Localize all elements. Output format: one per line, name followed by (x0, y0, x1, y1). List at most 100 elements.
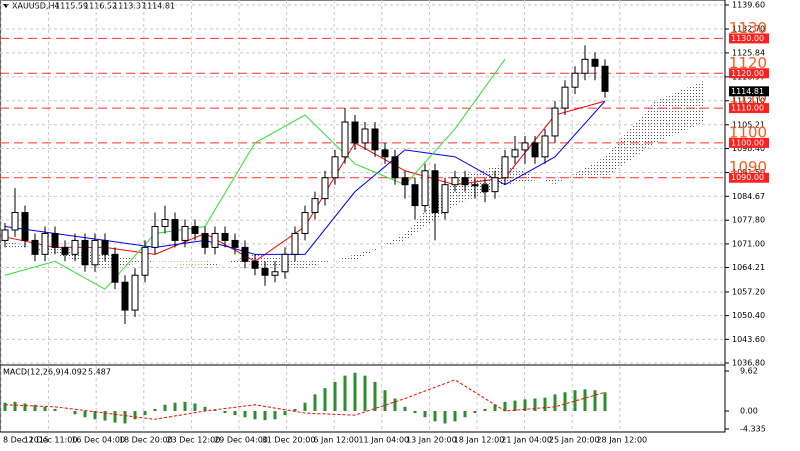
x-tick-label: 28 Jan 12:00 (596, 436, 647, 445)
macd-bar (213, 409, 217, 411)
candle-body (581, 58, 589, 74)
x-tick-label: 6 Jan 12:00 (313, 436, 359, 445)
macd-bar (103, 410, 107, 421)
macd-bar (73, 410, 77, 415)
x-tick-label: 18 Dec 20:00 (119, 436, 173, 445)
candle-body (471, 184, 479, 187)
macd-bar (93, 410, 97, 420)
x-tick-label: 31 Dec 20:00 (262, 436, 316, 445)
ichimoku-cloud (655, 80, 705, 143)
macd-bar (13, 401, 17, 411)
y-tick-label: 1043.60 (732, 335, 765, 344)
level-box-label: 1130.00 (731, 34, 764, 43)
macd-bar (353, 372, 357, 411)
macd-bar (3, 402, 7, 411)
macd-bar (533, 398, 537, 411)
macd-tick-label: -4.335 (740, 425, 766, 434)
level-box (729, 103, 769, 114)
x-tick-label: 23 Dec 12:00 (166, 436, 220, 445)
candle-body (231, 239, 239, 248)
candle-body (371, 128, 379, 151)
candle-body (221, 232, 229, 241)
y-tick-label: 1132.70 (732, 25, 765, 34)
candle-body (491, 177, 499, 193)
candle-body (171, 219, 179, 241)
candle-body (161, 219, 169, 227)
macd-bar (23, 403, 27, 411)
candle-body (481, 184, 489, 193)
candle-body (331, 156, 339, 179)
macd-bar (503, 401, 507, 411)
candle-body (321, 177, 329, 200)
macd-bar (113, 410, 117, 423)
level-box-label: 1100.00 (731, 138, 764, 147)
macd-bar (513, 400, 517, 411)
level-box (729, 137, 769, 148)
candle-body (301, 212, 309, 234)
macd-bar (323, 388, 327, 411)
candle-body (201, 232, 209, 248)
macd-bar (413, 410, 417, 414)
x-tick-label: 13 Jan 20:00 (406, 436, 457, 445)
macd-bar (203, 406, 207, 411)
macd-bar (283, 410, 287, 416)
candle-body (391, 156, 399, 179)
y-tick-label: 1057.20 (732, 287, 765, 296)
ohlc-low: 1113.37 (113, 2, 146, 11)
candle-body (131, 274, 139, 311)
macd-bar (523, 399, 527, 411)
candle-body (431, 170, 439, 214)
symbol: XAUUSD,H4 (12, 2, 60, 11)
macd-signal (4, 379, 606, 420)
macd-bar (433, 410, 437, 422)
ichimoku-cloud (455, 163, 505, 206)
candle-body (111, 253, 119, 283)
macd-tick-label: 9.62 (740, 367, 758, 376)
candle-body (191, 225, 199, 234)
macd-bar (53, 408, 57, 411)
candle-body (311, 198, 319, 214)
candle-body (591, 58, 599, 67)
macd-bar (33, 404, 37, 411)
candle-body (141, 246, 149, 276)
candle-body (381, 149, 389, 158)
candle-body (251, 260, 259, 269)
ichimoku-cloud (255, 254, 305, 269)
candle-body (211, 232, 219, 248)
macd-bar (403, 406, 407, 411)
macd-bar (423, 410, 427, 418)
macd-bar (163, 404, 167, 411)
candle-body (601, 65, 609, 92)
candle-body (31, 239, 39, 255)
macd-bar (43, 406, 47, 411)
level-box-label: 1120.00 (731, 69, 764, 78)
y-tick-label: 1084.67 (732, 192, 765, 201)
ohlc-open: 1115.59 (55, 2, 88, 11)
candle-body (441, 184, 449, 214)
y-tick-label: 1105.21 (732, 120, 765, 129)
level-box (729, 33, 769, 44)
candle-body (71, 239, 79, 255)
candle-body (291, 232, 299, 255)
macd-bar (273, 410, 277, 420)
x-tick-label: 18 Jan 12:00 (454, 436, 505, 445)
candle-body (21, 212, 29, 241)
macd-bar (563, 392, 567, 411)
ichimoku-cloud (305, 254, 355, 269)
y-tick-label: 1098.40 (732, 144, 765, 153)
candle-body (461, 177, 469, 186)
macd-bar (193, 403, 197, 411)
candle-body (561, 86, 569, 109)
candle-body (551, 107, 559, 137)
candle-body (531, 142, 539, 158)
price-box (729, 86, 769, 97)
y-tick-label: 1139.60 (732, 1, 765, 10)
indicator-line (4, 59, 506, 290)
y-tick-label: 1112.10 (732, 96, 765, 105)
candle-body (11, 212, 19, 231)
macd-bar (133, 410, 137, 420)
macd-bar (223, 410, 227, 414)
ohlc-high: 1116.52 (84, 2, 117, 11)
candle-body (451, 177, 459, 186)
macd-bar (253, 410, 257, 420)
